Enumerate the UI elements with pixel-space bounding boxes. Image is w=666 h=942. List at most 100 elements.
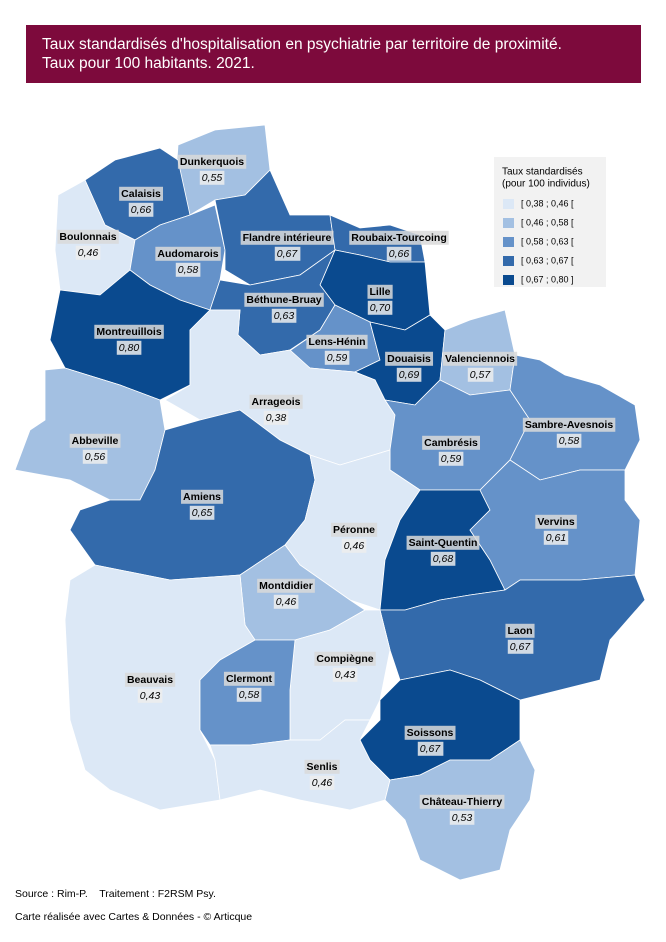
region-value: 0,43 xyxy=(335,669,356,681)
region-name-bg xyxy=(257,578,315,593)
region-name-group: Arrageois xyxy=(249,394,303,409)
region-name-bg xyxy=(505,623,535,638)
region-value-bg xyxy=(556,433,582,448)
region-name-bg xyxy=(181,489,224,504)
region-name: Montdidier xyxy=(259,580,313,592)
region-value-group: 0,46 xyxy=(273,594,299,609)
region-value: 0,57 xyxy=(470,369,492,381)
region-name-group: Soissons xyxy=(404,725,456,740)
region-name: Montreuillois xyxy=(96,326,161,338)
region-name-bg xyxy=(367,284,393,299)
region-name: Amiens xyxy=(183,491,221,503)
region-name: Valenciennois xyxy=(445,353,515,365)
region-value: 0,55 xyxy=(202,172,223,184)
region-value-group: 0,59 xyxy=(324,350,350,365)
region-name: Arrageois xyxy=(251,396,300,408)
region-value-bg xyxy=(367,300,393,315)
region-name-bg xyxy=(522,417,616,432)
region-name-group: Montdidier xyxy=(257,578,315,593)
region-value-group: 0,66 xyxy=(128,202,154,217)
region-value-bg xyxy=(449,810,475,825)
region-value: 0,67 xyxy=(510,641,532,653)
region-name: Douaisis xyxy=(387,353,431,365)
legend-label: [ 0,38 ; 0,46 [ xyxy=(521,198,574,208)
legend: [ 0,38 ; 0,46 [[ 0,46 ; 0,58 [[ 0,58 ; 0… xyxy=(503,198,574,285)
region-name: Flandre intérieure xyxy=(243,232,332,244)
legend-title: (pour 100 individus) xyxy=(502,179,590,190)
labels: Dunkerquois 0,55 Calaisis 0,66 Boulonnais 0,4… xyxy=(57,154,616,825)
region-value: 0,46 xyxy=(78,247,99,259)
legend-label: [ 0,63 ; 0,67 [ xyxy=(521,255,574,265)
region-value-bg xyxy=(341,538,367,553)
region-name: Beauvais xyxy=(127,674,173,686)
region-name: Lens-Hénin xyxy=(308,336,365,348)
region-value-group: 0,57 xyxy=(467,367,494,382)
region-name-group: Audomarois xyxy=(155,246,221,261)
legend-label: [ 0,67 ; 0,80 ] xyxy=(521,274,574,284)
region-name: Senlis xyxy=(307,761,338,773)
region-value-bg xyxy=(467,367,494,382)
region-value: 0,66 xyxy=(389,248,410,260)
region-value-group: 0,67 xyxy=(507,639,534,654)
region-name: Roubaix-Tourcoing xyxy=(351,232,446,244)
region-name-bg xyxy=(406,535,480,550)
region-name: Boulonnais xyxy=(59,231,116,243)
region-name-bg xyxy=(419,794,505,809)
title-banner xyxy=(26,25,641,83)
region-name: Clermont xyxy=(226,673,273,685)
region-name-group: Compiègne xyxy=(314,651,376,666)
region-name: Dunkerquois xyxy=(180,156,244,168)
region-value-bg xyxy=(175,262,201,277)
region-value-bg xyxy=(332,667,358,682)
region-value-group: 0,46 xyxy=(75,245,101,260)
region-name: Abbeville xyxy=(72,435,119,447)
region-name-group: Vervins xyxy=(535,514,577,529)
region-value-group: 0,58 xyxy=(556,433,582,448)
region-value-group: 0,38 xyxy=(263,410,289,425)
region-name-group: Valenciennois xyxy=(442,351,518,366)
region-value: 0,59 xyxy=(441,453,462,465)
region-value: 0,70 xyxy=(370,302,391,314)
region-value-bg xyxy=(438,451,464,466)
region-name-bg xyxy=(57,229,119,244)
region-value: 0,46 xyxy=(312,777,333,789)
region-value-group: 0,80 xyxy=(116,340,142,355)
region-name-group: Lille xyxy=(367,284,393,299)
region-name-group: Château-Thierry xyxy=(419,794,505,809)
region-name-group: Abbeville xyxy=(69,433,121,448)
region-name: Béthune-Bruay xyxy=(246,294,321,306)
legend-label: [ 0,58 ; 0,63 [ xyxy=(521,236,574,246)
region-name-bg xyxy=(244,292,324,307)
region-value-bg xyxy=(386,246,412,261)
region-name-group: Roubaix-Tourcoing xyxy=(349,230,449,245)
region-value-group: 0,70 xyxy=(367,300,393,315)
legend-swatch xyxy=(503,199,514,209)
source: Source : Rim-P. Traitement : F2RSM Psy. xyxy=(15,888,216,900)
region-value-bg xyxy=(82,449,108,464)
region-value-group: 0,65 xyxy=(189,505,215,520)
region-value-bg xyxy=(430,551,456,566)
region-name-bg xyxy=(94,324,164,339)
region-name-group: Montreuillois xyxy=(94,324,164,339)
legend-swatch xyxy=(503,218,514,228)
region-name: Lille xyxy=(369,286,390,298)
region-name: Péronne xyxy=(333,524,375,536)
region-value-group: 0,43 xyxy=(332,667,358,682)
region-name-bg xyxy=(330,522,378,537)
region-name-bg xyxy=(119,186,164,201)
region-value-bg xyxy=(199,170,225,185)
region-value: 0,58 xyxy=(239,689,260,701)
region-value: 0,58 xyxy=(559,435,580,447)
region-name-group: Clermont xyxy=(223,671,275,686)
region-name: Laon xyxy=(507,625,532,637)
legend-title: Taux standardisés xyxy=(502,167,583,178)
region-name-bg xyxy=(304,759,340,774)
region-value-bg xyxy=(507,639,534,654)
region-name-bg xyxy=(223,671,275,686)
region-value-bg xyxy=(273,594,299,609)
region-name-group: Cambrésis xyxy=(422,435,481,450)
region-name-group: Flandre intérieure xyxy=(240,230,334,245)
region-value-group: 0,55 xyxy=(199,170,225,185)
region-value-group: 0,66 xyxy=(386,246,412,261)
